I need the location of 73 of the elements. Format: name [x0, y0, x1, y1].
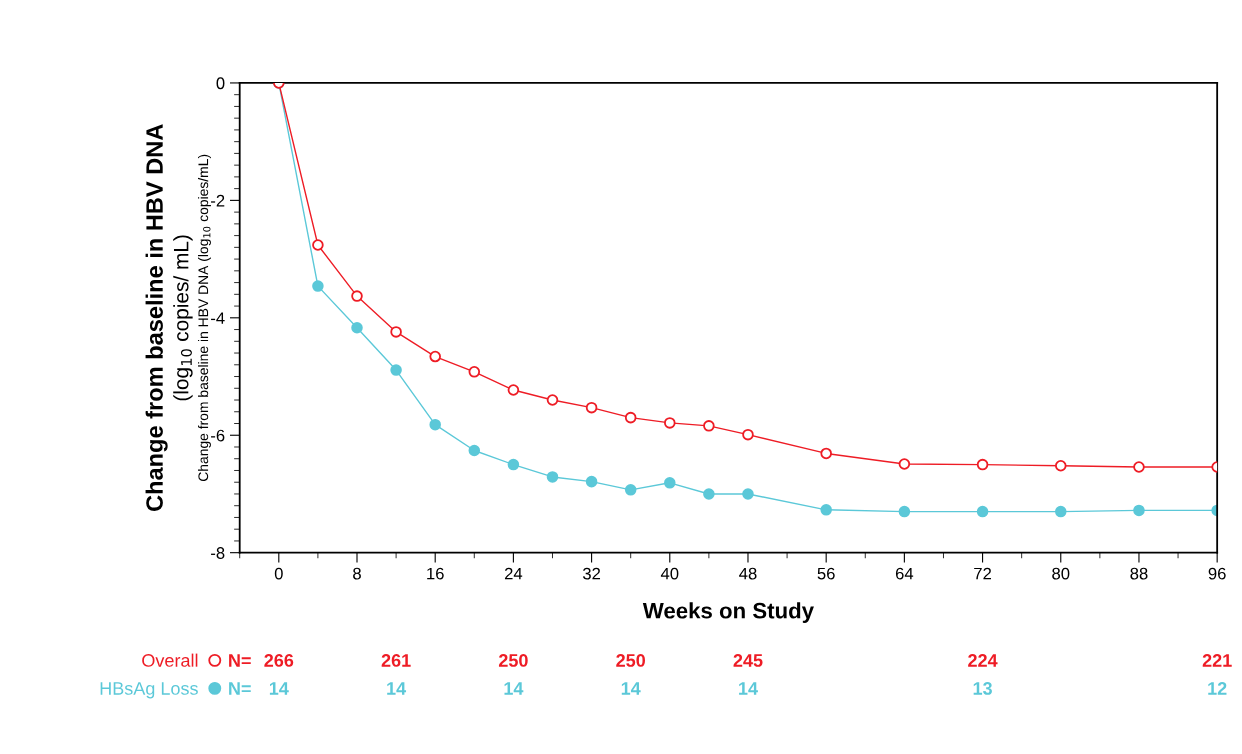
- y-tick-label: -4: [211, 312, 225, 324]
- legend-label: Overall: [142, 653, 198, 667]
- x-tick-label: 0: [274, 567, 283, 580]
- y-tick-label: -8: [211, 547, 225, 559]
- text: 14: [504, 682, 524, 695]
- point: [820, 447, 832, 460]
- point: [312, 280, 324, 292]
- point: [351, 290, 363, 302]
- text: 250: [498, 654, 528, 667]
- y-tick-label: 0: [216, 77, 225, 90]
- x-tick-label: 88: [1130, 567, 1148, 580]
- point: [664, 477, 676, 489]
- x-tick-label: 40: [660, 567, 679, 580]
- legend-label: HBsAg Loss: [100, 682, 198, 699]
- point: [546, 394, 559, 406]
- y-axis-title: Change from baseline in HBV DNA (log$_{10}$ copies/ mL): [145, 124, 193, 511]
- text: 14: [387, 682, 407, 695]
- text: 14: [621, 682, 641, 695]
- point: [351, 322, 363, 334]
- text: 12: [1208, 682, 1227, 695]
- point: [312, 239, 324, 251]
- point: [507, 458, 520, 471]
- x-tick-label: 56: [817, 567, 835, 580]
- x-axis-title: Weeks on Study: [642, 602, 814, 623]
- point: [624, 484, 637, 496]
- text: 14: [739, 682, 758, 695]
- text: 266: [264, 654, 294, 667]
- point: [390, 326, 402, 338]
- x-tick-label: 96: [1208, 567, 1226, 580]
- point: [1055, 460, 1067, 472]
- point: [546, 471, 559, 483]
- text: 261: [381, 654, 411, 667]
- point: [1055, 505, 1067, 518]
- point: [898, 458, 911, 470]
- point: [585, 475, 598, 488]
- point: [429, 418, 441, 431]
- text: 221: [1202, 654, 1232, 667]
- text: 14: [269, 682, 289, 695]
- point: [1133, 504, 1145, 517]
- text: N=: [229, 654, 251, 667]
- x-tick-label: 8: [353, 567, 361, 580]
- text: 13: [973, 682, 992, 695]
- x-tick-label: 72: [974, 567, 991, 580]
- y-tick-label: -6: [211, 429, 225, 442]
- point: [624, 411, 637, 424]
- point: [468, 366, 481, 378]
- point: [390, 364, 402, 376]
- x-tick-label: 48: [739, 567, 757, 580]
- point: [585, 401, 598, 414]
- y-tick-label: -2: [211, 194, 225, 207]
- point: [742, 428, 754, 441]
- point: [703, 420, 715, 432]
- text: 245: [733, 654, 763, 667]
- x-tick-label: 80: [1052, 567, 1070, 580]
- point: [468, 444, 481, 457]
- x-tick-label: 32: [582, 567, 601, 580]
- point: [1133, 461, 1145, 473]
- text: N=: [229, 682, 251, 695]
- point: [507, 384, 520, 396]
- point: [898, 505, 911, 518]
- x-tick-label: 24: [504, 567, 523, 580]
- point: [429, 350, 441, 363]
- point: [976, 458, 989, 471]
- point: [664, 417, 676, 429]
- point: [742, 488, 754, 500]
- text: 250: [616, 654, 646, 667]
- text: Change from baseline in HBV DNA (log$_{10}$ copies/mL): [197, 154, 211, 482]
- point: [820, 504, 832, 516]
- point: [703, 488, 715, 500]
- point: [976, 505, 989, 518]
- x-tick-label: 16: [427, 567, 444, 580]
- text: 224: [968, 654, 998, 667]
- x-tick-label: 64: [895, 567, 914, 580]
